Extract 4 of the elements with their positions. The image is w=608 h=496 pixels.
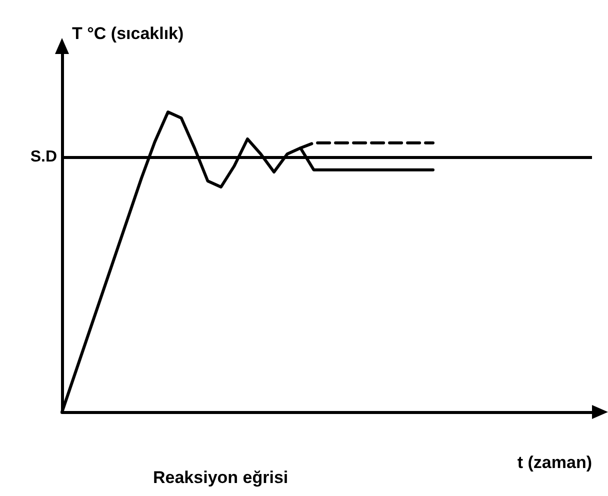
ref-line-label: S.D xyxy=(30,148,57,166)
x-axis-title: t (zaman) xyxy=(517,453,592,472)
text: Reaksiyon eğrisi xyxy=(153,468,288,487)
y-axis-title: T °C (sıcaklık) xyxy=(72,24,184,43)
